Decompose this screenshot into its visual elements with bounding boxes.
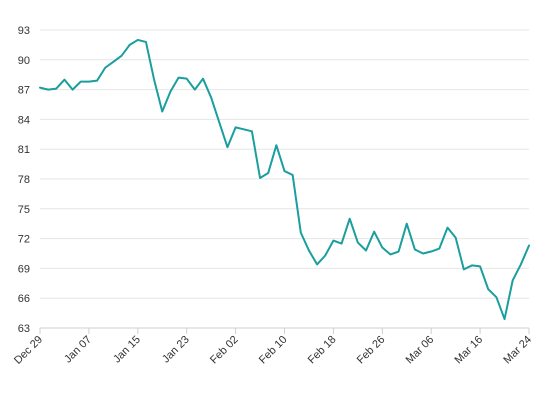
x-tick-label: Mar 24: [501, 334, 534, 367]
x-tick-label: Feb 26: [355, 334, 388, 367]
y-tick-label: 87: [18, 85, 30, 97]
series-line: [39, 38, 530, 321]
y-tick-label: 69: [18, 263, 30, 275]
x-tick-label: Jan 15: [111, 334, 143, 366]
x-axis: [39, 327, 530, 334]
y-tick-label: 81: [18, 144, 30, 156]
y-axis-labels: 63 66 69 72 75 78 81 84 87 90 93: [18, 25, 30, 335]
x-tick-label: Jan 23: [160, 334, 192, 366]
gridlines: [40, 29, 529, 299]
y-tick-label: 78: [18, 174, 30, 186]
y-tick-label: 75: [18, 204, 30, 216]
series: [39, 38, 530, 321]
y-tick-label: 66: [18, 293, 30, 305]
x-tick-label: Mar 16: [453, 334, 486, 367]
y-tick-label: 84: [18, 114, 30, 126]
y-tick-label: 63: [18, 323, 30, 335]
x-tick-label: Feb 18: [306, 334, 339, 367]
x-tick-label: Jan 07: [62, 334, 94, 366]
y-tick-label: 93: [18, 25, 30, 37]
x-tick-label: Feb 02: [208, 334, 241, 367]
x-tick-label: Feb 10: [257, 334, 290, 367]
x-axis-labels: Dec 29 Jan 07 Jan 15 Jan 23 Feb 02 Feb 10 Feb …: [12, 334, 534, 367]
x-tick-label: Mar 06: [404, 334, 437, 367]
y-tick-label: 90: [18, 55, 30, 67]
x-tick-label: Dec 29: [12, 334, 45, 367]
y-tick-label: 72: [18, 234, 30, 246]
